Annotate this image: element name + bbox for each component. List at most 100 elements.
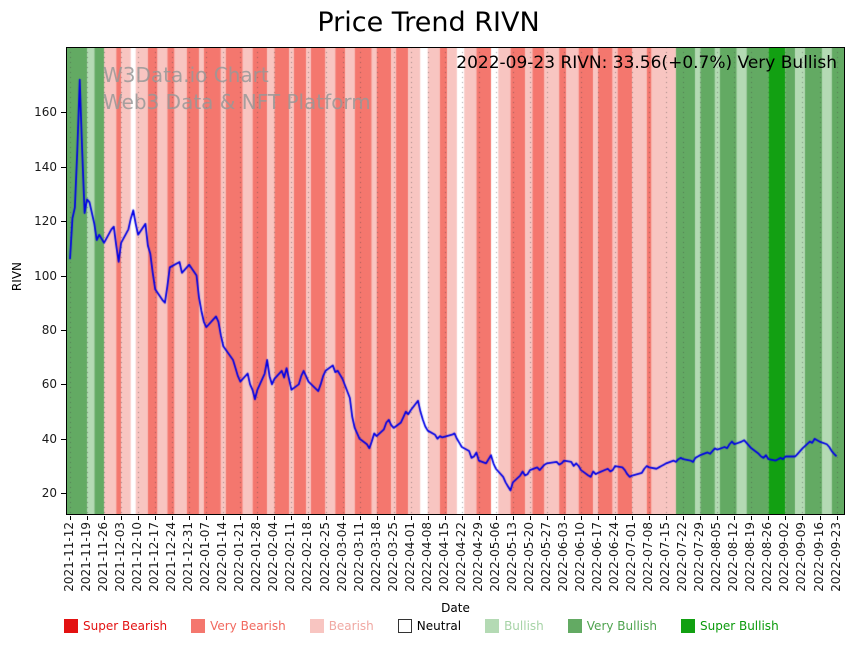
y-tick-label: 140 xyxy=(34,159,57,174)
x-tick-mark xyxy=(529,516,531,520)
x-tick-mark xyxy=(138,516,140,520)
x-tick-label: 2021-11-12 xyxy=(62,522,76,592)
x-tick-mark xyxy=(632,516,634,520)
x-tick-mark xyxy=(104,516,106,520)
x-tick-label: 2022-05-13 xyxy=(504,522,519,592)
legend-item-very_bullish: Very Bullish xyxy=(567,619,657,633)
legend-swatch-bearish xyxy=(309,619,324,633)
legend-label-super_bearish: Super Bearish xyxy=(83,619,168,633)
x-tick-mark xyxy=(717,516,719,520)
x-tick-mark xyxy=(700,516,702,520)
x-tick-mark xyxy=(240,516,242,520)
legend-label-very_bullish: Very Bullish xyxy=(586,619,657,633)
legend-swatch-very_bullish xyxy=(567,619,582,633)
x-tick-label: 2022-06-10 xyxy=(573,522,588,592)
x-tick-label: 2021-12-24 xyxy=(164,522,179,592)
x-tick-mark xyxy=(819,516,821,520)
x-tick-label: 2021-12-10 xyxy=(130,522,145,592)
y-tick-mark xyxy=(61,275,66,277)
x-tick-label: 2022-09-23 xyxy=(828,522,843,592)
sentiment-legend: Super Bearish Very Bearish Bearish Neutral B… xyxy=(64,619,857,633)
x-tick-mark xyxy=(325,516,327,520)
legend-label-neutral: Neutral xyxy=(416,619,462,633)
x-tick-label: 2022-01-14 xyxy=(215,522,230,592)
y-tick-label: 120 xyxy=(34,214,57,229)
y-tick-mark xyxy=(61,438,66,440)
latest-price-annotation: 2022-09-23 RIVN: 33.56(+0.7%) Very Bulli… xyxy=(456,53,837,73)
x-tick-label: 2022-03-18 xyxy=(368,522,383,592)
x-tick-label: 2022-08-05 xyxy=(709,522,724,592)
y-tick-label: 40 xyxy=(41,431,57,446)
x-tick-mark xyxy=(785,516,787,520)
y-tick-label: 20 xyxy=(41,486,57,501)
x-tick-label: 2022-06-24 xyxy=(607,522,622,592)
y-tick-mark xyxy=(61,166,66,168)
x-tick-mark xyxy=(172,516,174,520)
x-tick-label: 2022-02-18 xyxy=(300,522,315,592)
x-tick-mark xyxy=(478,516,480,520)
x-tick-label: 2022-09-16 xyxy=(811,522,826,592)
price-trend-chart-canvas xyxy=(66,47,845,515)
x-tick-mark xyxy=(734,516,736,520)
y-tick-label: 80 xyxy=(41,322,57,337)
x-tick-mark xyxy=(836,516,838,520)
legend-item-bearish: Bearish xyxy=(309,619,374,633)
legend-swatch-bullish xyxy=(485,619,500,633)
x-tick-mark xyxy=(223,516,225,520)
y-tick-label: 160 xyxy=(34,105,57,120)
chart-title: Price Trend RIVN xyxy=(317,7,540,38)
x-tick-mark xyxy=(359,516,361,520)
x-tick-mark xyxy=(461,516,463,520)
x-tick-mark xyxy=(376,516,378,520)
legend-item-super_bearish: Super Bearish xyxy=(64,619,167,633)
x-tick-label: 2022-07-22 xyxy=(675,522,690,592)
legend-label-very_bearish: Very Bearish xyxy=(210,619,286,633)
x-tick-mark xyxy=(155,516,157,520)
x-tick-mark xyxy=(189,516,191,520)
y-tick-mark xyxy=(61,493,66,495)
legend-item-neutral: Neutral xyxy=(397,619,462,633)
x-tick-label: 2022-07-01 xyxy=(624,522,639,592)
x-tick-mark xyxy=(70,516,71,520)
x-tick-mark xyxy=(802,516,804,520)
x-tick-label: 2022-05-27 xyxy=(538,522,553,592)
x-tick-label: 2022-01-07 xyxy=(198,522,213,592)
x-tick-mark xyxy=(495,516,497,520)
x-tick-mark xyxy=(751,516,753,520)
x-tick-label: 2022-03-25 xyxy=(385,522,400,592)
x-tick-mark xyxy=(257,516,259,520)
x-tick-label: 2022-07-15 xyxy=(658,522,673,592)
y-tick-mark xyxy=(61,329,66,331)
x-tick-mark xyxy=(683,516,685,520)
x-tick-label: 2022-04-29 xyxy=(470,522,485,592)
x-tick-mark xyxy=(666,516,668,520)
legend-label-super_bullish: Super Bullish xyxy=(700,619,779,633)
x-tick-mark xyxy=(274,516,276,520)
x-tick-label: 2022-04-15 xyxy=(436,522,451,592)
x-tick-label: 2022-09-02 xyxy=(777,522,792,592)
x-tick-label: 2022-05-20 xyxy=(521,522,536,592)
x-tick-mark xyxy=(87,516,89,520)
x-tick-label: 2022-08-26 xyxy=(760,522,775,592)
x-tick-label: 2022-06-03 xyxy=(556,522,570,592)
x-tick-label: 2022-02-04 xyxy=(266,522,281,592)
x-tick-label: 2022-07-29 xyxy=(692,522,707,592)
x-tick-label: 2022-08-19 xyxy=(743,522,758,592)
y-tick-label: 100 xyxy=(34,268,57,283)
legend-label-bullish: Bullish xyxy=(504,619,544,633)
x-tick-mark xyxy=(410,516,412,520)
x-tick-mark xyxy=(206,516,208,520)
x-tick-label: 2021-12-31 xyxy=(181,522,196,592)
legend-label-bearish: Bearish xyxy=(328,619,374,633)
x-tick-mark xyxy=(564,516,565,520)
x-tick-mark xyxy=(393,516,395,520)
watermark-line1: W3Data.io Chart xyxy=(103,63,269,87)
x-tick-label: 2022-04-01 xyxy=(402,522,417,592)
legend-item-super_bullish: Super Bullish xyxy=(681,619,779,633)
x-tick-label: 2022-03-04 xyxy=(334,522,349,592)
x-tick-mark xyxy=(512,516,514,520)
x-tick-label: 2021-11-26 xyxy=(96,522,111,592)
x-tick-mark xyxy=(546,516,548,520)
x-tick-label: 2022-04-08 xyxy=(419,522,434,592)
